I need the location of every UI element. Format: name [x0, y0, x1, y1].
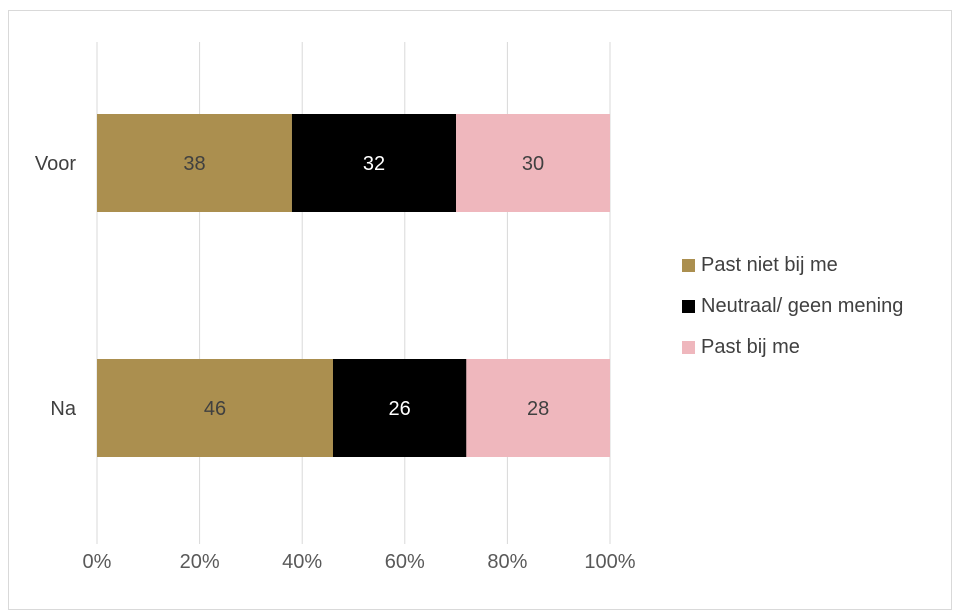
y-category-label: Na — [50, 398, 76, 420]
y-category-label: Voor — [35, 153, 76, 175]
bar-segment — [332, 359, 467, 457]
legend-swatch — [682, 341, 695, 354]
bar-segment — [456, 114, 610, 212]
data-label: 32 — [363, 153, 385, 175]
legend-swatch — [682, 259, 695, 272]
legend-label: Past bij me — [701, 336, 800, 358]
legend-item: Past niet bij me — [682, 245, 903, 286]
bar-segment — [291, 114, 457, 212]
bar-segment — [97, 114, 292, 212]
data-label: 30 — [522, 153, 544, 175]
x-tick-label: 40% — [282, 551, 322, 573]
data-label: 26 — [389, 398, 411, 420]
x-tick-label: 20% — [180, 551, 220, 573]
legend: Past niet bij me Neutraal/ geen mening P… — [682, 245, 903, 368]
legend-item: Neutraal/ geen mening — [682, 286, 903, 327]
bar-segment — [466, 359, 610, 457]
x-tick-label: 80% — [487, 551, 527, 573]
stacked-bar-chart: 0% 20% 40% 60% 80% 100% Voor 38 32 30 Na 46 26 28 — [35, 42, 636, 573]
x-tick-label: 60% — [385, 551, 425, 573]
data-label: 38 — [183, 153, 205, 175]
bar-segment — [97, 359, 333, 457]
data-label: 28 — [527, 398, 549, 420]
legend-label: Past niet bij me — [701, 254, 838, 276]
x-tick-label: 0% — [83, 551, 112, 573]
legend-item: Past bij me — [682, 327, 903, 368]
x-tick-label: 100% — [584, 551, 635, 573]
legend-swatch — [682, 300, 695, 313]
data-label: 46 — [204, 398, 226, 420]
legend-label: Neutraal/ geen mening — [701, 295, 904, 317]
